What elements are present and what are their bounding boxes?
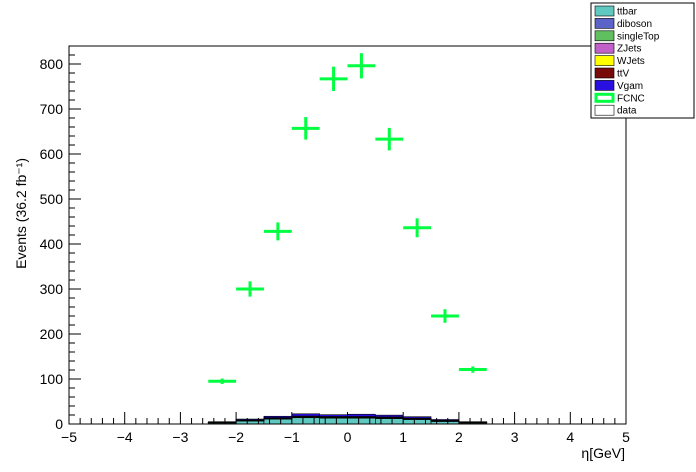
y-tick-label: 200 (40, 326, 64, 342)
stack-bar-vgam-9 (458, 421, 488, 423)
stack-bar-vgam-1 (235, 418, 265, 421)
stack-bar-vgam-2 (263, 415, 293, 418)
stack-bar-ttbar-4 (319, 417, 348, 425)
legend-swatch-data (594, 104, 615, 116)
legend-label-fcnc: FCNC (617, 93, 645, 104)
x-tick-label: 3 (511, 429, 519, 445)
legend-label-data: data (617, 106, 637, 117)
stack-bar-ttbar-6 (375, 418, 404, 425)
legend-label-vgam: Vgam (617, 81, 643, 92)
stack-bar-ttbar-3 (291, 417, 320, 425)
legend-swatch-wjets (594, 55, 615, 66)
x-tick-label: −3 (172, 429, 188, 445)
background-stack (207, 413, 488, 425)
legend-swatch-zjets (594, 42, 615, 54)
legend-label-diboson: diboson (617, 19, 652, 30)
stack-bar-vgam-8 (430, 419, 460, 421)
legend-label-ttbar: ttbar (617, 7, 638, 18)
legend-label-zjets: ZJets (617, 44, 641, 55)
stack-bar-vgam-3 (291, 413, 320, 417)
stack-bar-ttbar-2 (263, 418, 293, 425)
y-tick-label: 0 (55, 416, 63, 432)
x-tick-label: 1 (399, 429, 407, 445)
x-tick-label: 2 (455, 429, 463, 445)
plot-area (69, 46, 626, 424)
x-axis-title: η[GeV] (581, 445, 625, 461)
legend-label-ttv: ttV (617, 69, 630, 80)
y-tick-label: 700 (40, 101, 64, 117)
stack-bar-vgam-7 (402, 416, 432, 419)
stack-bar-ttbar-5 (347, 417, 376, 425)
legend-swatch-ttbar (594, 5, 615, 17)
legend-swatch-ttv (594, 67, 615, 79)
legend-swatch-singletop (594, 30, 615, 42)
x-tick-label: −4 (117, 429, 133, 445)
stack-bar-vgam-5 (347, 413, 376, 417)
stack-bar-vgam-0 (207, 421, 237, 423)
y-tick-label: 100 (40, 371, 64, 387)
y-tick-label: 400 (40, 236, 64, 252)
stack-bar-vgam-4 (319, 414, 348, 417)
x-tick-label: −1 (284, 429, 300, 445)
y-tick-label: 300 (40, 281, 64, 297)
stack-bar-ttbar-7 (402, 419, 432, 425)
y-axis-title: Events (36.2 fb⁻¹) (13, 158, 29, 269)
legend-label-singletop: singleTop (617, 31, 660, 42)
x-tick-label: 4 (566, 429, 574, 445)
y-tick-label: 800 (40, 56, 64, 72)
y-tick-label: 600 (40, 146, 64, 162)
signal-markers (208, 53, 487, 384)
legend-swatch-vgam (594, 80, 615, 91)
y-tick-label: 500 (40, 191, 64, 207)
stack-bar-vgam-6 (375, 414, 404, 418)
legend-swatch-diboson (594, 18, 615, 29)
x-tick-label: −5 (61, 429, 77, 445)
x-axis: −5 −4 −3 −2 −1 0 1 2 3 4 5 (61, 412, 630, 445)
x-tick-label: 0 (344, 429, 352, 445)
y-axis: 0 100 200 300 400 500 600 700 800 (40, 45, 81, 432)
legend-label-wjets: WJets (617, 56, 645, 67)
legend-swatch-fcnc (594, 92, 615, 103)
x-tick-label: −2 (228, 429, 244, 445)
x-tick-label: 5 (622, 429, 630, 445)
